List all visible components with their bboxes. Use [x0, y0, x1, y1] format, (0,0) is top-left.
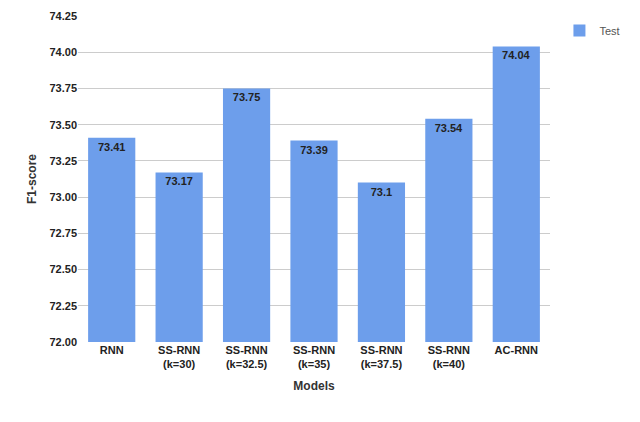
svg-text:73.54: 73.54	[435, 122, 463, 134]
svg-text:SS-RNN(k=37.5): SS-RNN(k=37.5)	[360, 344, 402, 370]
svg-text:AC-RNN: AC-RNN	[495, 344, 538, 356]
svg-text:73.00: 73.00	[49, 191, 77, 203]
svg-text:Test: Test	[599, 25, 619, 37]
svg-text:Models: Models	[293, 379, 335, 393]
svg-text:SS-RNN(k=32.5): SS-RNN(k=32.5)	[225, 344, 267, 370]
svg-text:73.75: 73.75	[233, 91, 261, 103]
svg-text:73.50: 73.50	[49, 119, 77, 131]
svg-text:73.1: 73.1	[371, 186, 392, 198]
svg-text:72.75: 72.75	[49, 227, 77, 239]
svg-text:73.75: 73.75	[49, 82, 77, 94]
svg-text:SS-RNN(k=30): SS-RNN(k=30)	[158, 344, 200, 370]
svg-text:73.25: 73.25	[49, 155, 77, 167]
svg-text:SS-RNN(k=35): SS-RNN(k=35)	[293, 344, 335, 370]
svg-text:74.04: 74.04	[502, 49, 530, 61]
svg-text:72.00: 72.00	[49, 336, 77, 348]
svg-text:73.41: 73.41	[98, 141, 126, 153]
svg-text:73.39: 73.39	[300, 144, 328, 156]
svg-text:F1-score: F1-score	[25, 154, 39, 204]
svg-text:RNN: RNN	[100, 344, 124, 356]
svg-text:74.00: 74.00	[49, 46, 77, 58]
svg-text:74.25: 74.25	[49, 10, 77, 22]
svg-text:73.17: 73.17	[165, 175, 193, 187]
svg-text:SS-RNN(k=40): SS-RNN(k=40)	[428, 344, 470, 370]
svg-text:72.50: 72.50	[49, 263, 77, 275]
svg-text:72.25: 72.25	[49, 300, 77, 312]
